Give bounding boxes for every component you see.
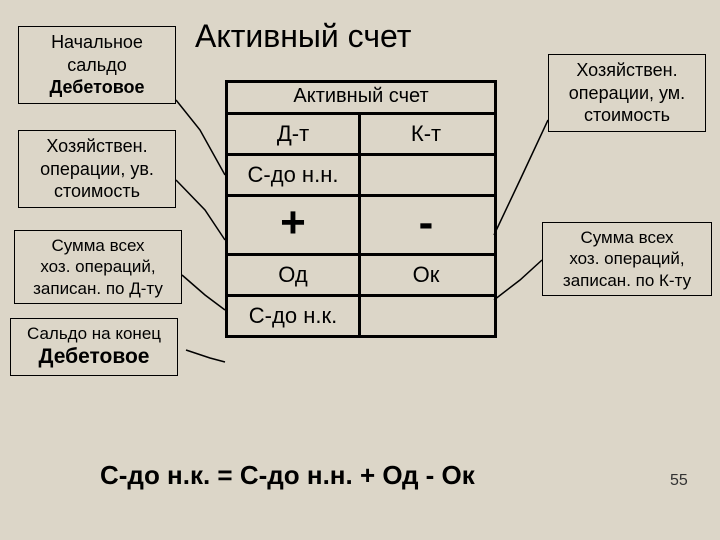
- header-credit: К-т: [358, 115, 491, 153]
- callout-line: Начальное: [27, 31, 167, 54]
- callout-line: записан. по К-ту: [551, 270, 703, 291]
- cell-empty: [358, 156, 491, 194]
- header-debit: Д-т: [228, 115, 358, 153]
- cell-od: Од: [228, 256, 358, 294]
- table-row: С-до н.н.: [228, 153, 494, 194]
- table-header-row: Д-т К-т: [228, 112, 494, 153]
- table-row: Од Ок: [228, 253, 494, 294]
- callout-line: хоз. операций,: [551, 248, 703, 269]
- callout-line: операции, ум.: [557, 82, 697, 105]
- slide-title: Активный счет: [195, 18, 411, 55]
- table-row: + -: [228, 194, 494, 253]
- callout-line: сальдо: [27, 54, 167, 77]
- page-number: 55: [670, 472, 688, 490]
- cell-ok: Ок: [358, 256, 491, 294]
- cell-sdo-nk: С-до н.к.: [228, 297, 358, 335]
- table-row: С-до н.к.: [228, 294, 494, 335]
- callout-sum-debit: Сумма всех хоз. операций, записан. по Д-…: [14, 230, 182, 304]
- callout-ops-increase: Хозяйствен. операции, ув. стоимость: [18, 130, 176, 208]
- callout-line: Хозяйствен.: [27, 135, 167, 158]
- callout-ops-decrease: Хозяйствен. операции, ум. стоимость: [548, 54, 706, 132]
- callout-line: операции, ув.: [27, 158, 167, 181]
- callout-sum-credit: Сумма всех хоз. операций, записан. по К-…: [542, 222, 712, 296]
- cell-empty: [358, 297, 491, 335]
- callout-line: Сумма всех: [551, 227, 703, 248]
- callout-line: Хозяйствен.: [557, 59, 697, 82]
- callout-initial-balance: Начальное сальдо Дебетовое: [18, 26, 176, 104]
- cell-plus: +: [228, 197, 358, 253]
- callout-end-balance: Сальдо на конец Дебетовое: [10, 318, 178, 376]
- callout-line: записан. по Д-ту: [23, 278, 173, 299]
- callout-line: хоз. операций,: [23, 256, 173, 277]
- callout-line: Сумма всех: [23, 235, 173, 256]
- cell-sdo-nn: С-до н.н.: [228, 156, 358, 194]
- callout-line: Дебетовое: [27, 76, 167, 99]
- callout-line: стоимость: [27, 180, 167, 203]
- callout-line: Дебетовое: [15, 344, 173, 370]
- t-account-table: Активный счет Д-т К-т С-до н.н. + - Од О…: [225, 80, 497, 338]
- cell-minus: -: [358, 197, 491, 253]
- table-caption: Активный счет: [228, 83, 494, 112]
- callout-line: Сальдо на конец: [15, 323, 173, 344]
- formula: С-до н.к. = С-до н.н. + Од - Ок: [100, 460, 475, 491]
- callout-line: стоимость: [557, 104, 697, 127]
